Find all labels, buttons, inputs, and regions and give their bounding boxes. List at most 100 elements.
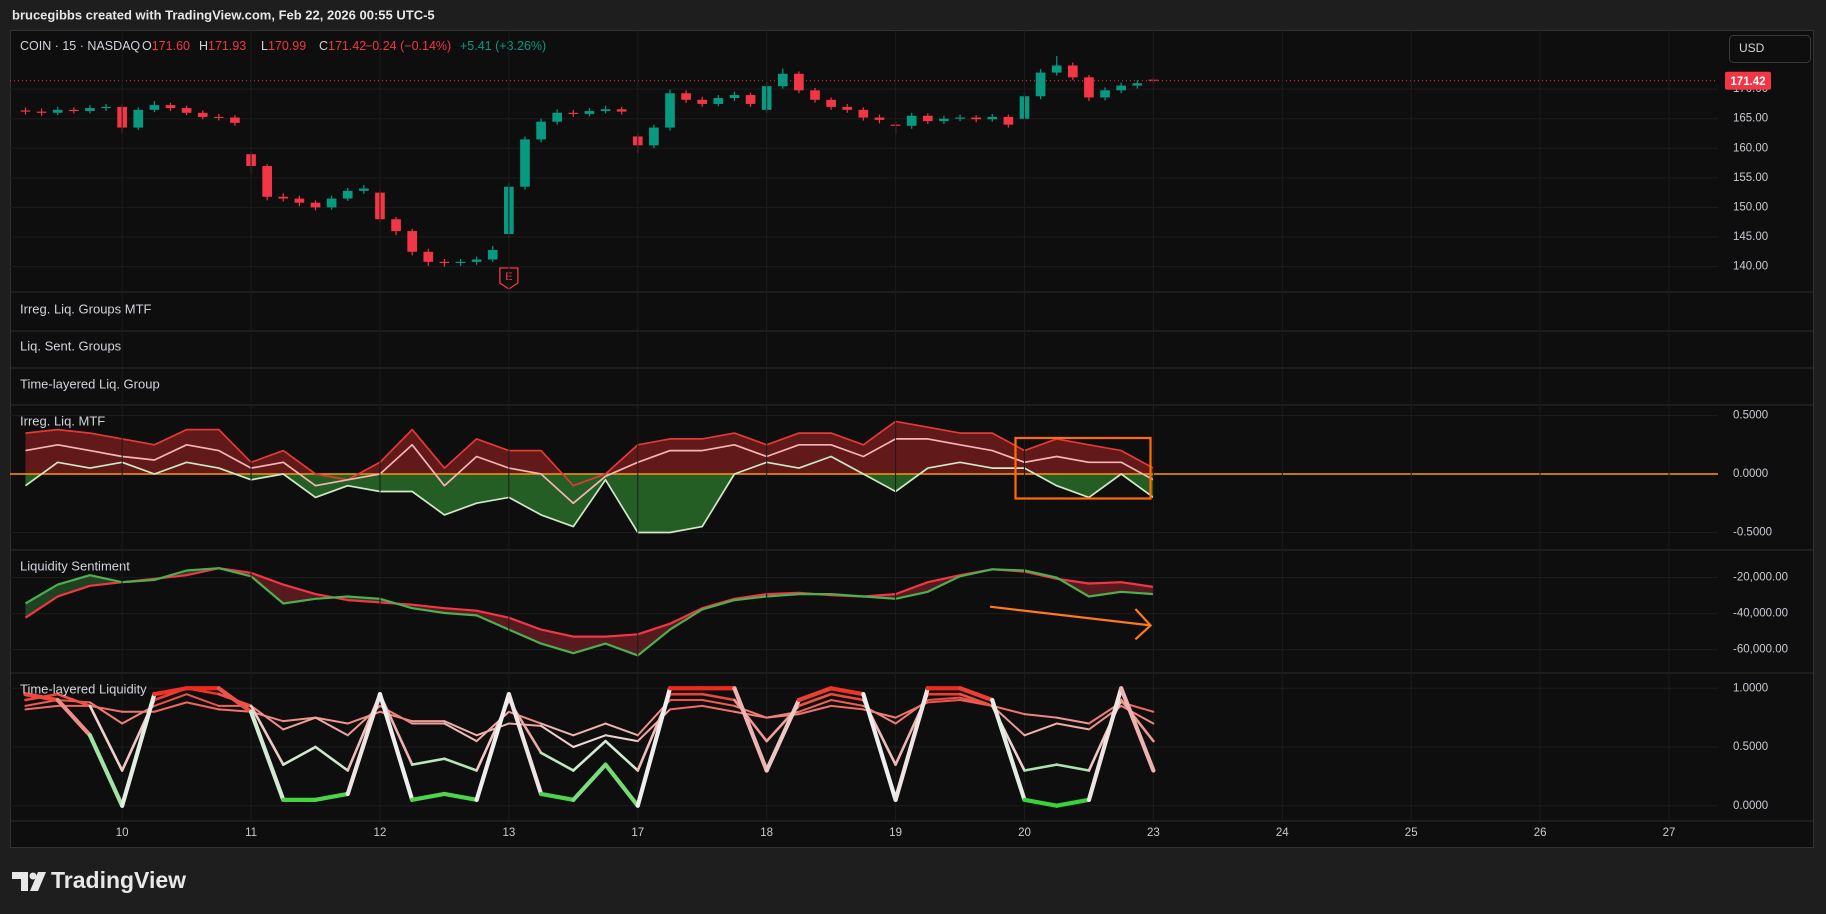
liquidity-segment — [153, 701, 188, 713]
liquidity-segment — [1055, 763, 1091, 772]
candle-body — [1051, 65, 1062, 73]
x-tick-label: 25 — [1405, 827, 1418, 839]
candle-body — [471, 259, 482, 262]
candle-body — [52, 109, 63, 113]
liquidity-segment — [635, 686, 673, 808]
indicator-line — [25, 438, 1154, 505]
y-tick-label: -20,000.00 — [1733, 572, 1788, 584]
candle-body — [326, 198, 337, 208]
sentiment-fill — [895, 582, 928, 599]
candle-body — [1132, 83, 1143, 86]
currency-label[interactable]: USD — [1739, 41, 1765, 55]
y-tick-label: 145.00 — [1733, 231, 1768, 243]
liquidity-segment — [797, 692, 833, 708]
candle-body — [922, 115, 933, 122]
liquidity-segment — [732, 686, 769, 773]
candle-body — [101, 106, 111, 109]
y-tick-label: -60,000.00 — [1733, 644, 1788, 656]
liquidity-segment — [185, 701, 220, 711]
liquidity-segment — [345, 692, 383, 797]
candle-body — [68, 109, 79, 112]
y-tick-label: 160.00 — [1733, 142, 1768, 154]
liquidity-segment — [474, 692, 511, 802]
sentiment-fill — [637, 623, 670, 656]
liquidity-segment — [281, 745, 317, 766]
candle-body — [713, 98, 724, 104]
legend-key: C — [319, 39, 328, 53]
candle-body — [971, 117, 981, 120]
legend-key: L — [261, 39, 268, 53]
legend-ext-change: +5.41 (+3.26%) — [460, 39, 546, 53]
candle-body — [777, 73, 788, 87]
liquidity-segment — [410, 757, 446, 766]
liquidity-segment — [88, 701, 124, 725]
liquidity-segment — [572, 722, 607, 737]
x-tick-label: 24 — [1276, 827, 1289, 839]
candle-body — [906, 115, 917, 126]
y-tick-label: 0.0000 — [1733, 800, 1768, 812]
candle-body — [278, 196, 289, 199]
candle-body — [729, 95, 740, 99]
candle-body — [826, 99, 836, 107]
liquidity-segment — [282, 716, 317, 723]
liquidity-segment — [571, 762, 608, 802]
liquidity-segment — [216, 686, 254, 714]
y-tick-label: 0.5000 — [1733, 410, 1768, 422]
pane-separators — [10, 291, 1814, 822]
candle-body — [455, 261, 466, 264]
x-tick-label: 26 — [1534, 827, 1547, 839]
liquidity-segment — [957, 686, 995, 703]
candle-body — [600, 109, 611, 112]
x-tick-label: 17 — [631, 827, 644, 839]
liquidity-segment — [926, 699, 962, 704]
area-fill — [25, 421, 1154, 474]
candle-body — [20, 110, 31, 112]
y-tick-label: -40,000.00 — [1733, 608, 1788, 620]
liquidity-segment — [87, 733, 125, 808]
liquidity-segment — [410, 791, 447, 802]
liquidity-segment — [701, 704, 736, 713]
liquidity-segment — [572, 734, 607, 748]
header-text: brucegibbs created with TradingView.com,… — [12, 7, 435, 22]
liquidity-segment — [540, 722, 575, 737]
user-drawings — [989, 436, 1153, 641]
liquidity-segment — [1022, 797, 1059, 808]
liquidity-segment — [443, 722, 478, 743]
pane-title: Time-layered Liquidity — [20, 681, 147, 696]
candle-body — [955, 117, 965, 119]
brand-logo: TradingView — [12, 867, 186, 893]
liquidity-segment — [701, 699, 736, 707]
sentiment-fill — [508, 617, 542, 644]
candle-body — [342, 190, 353, 199]
y-tick-label: 140.00 — [1733, 261, 1768, 273]
indicator-line — [25, 455, 1154, 534]
liquidity-segment — [56, 692, 92, 708]
liquidity-segment — [443, 757, 478, 772]
pane-title: Time-layered Liq. Group — [20, 376, 160, 391]
x-tick-label: 13 — [502, 827, 515, 839]
liquidity-segment — [153, 693, 188, 707]
drawn-arrow-head — [1134, 608, 1153, 641]
liquidity-segment — [700, 692, 736, 702]
candle-body — [407, 231, 418, 252]
y-tick-label: 0.5000 — [1733, 741, 1768, 753]
candle-body — [552, 112, 563, 122]
liquidity-segment — [88, 704, 124, 772]
last-price-label: 171.42 — [1730, 76, 1765, 88]
liquidity-segment — [314, 716, 349, 725]
liquidity-segment — [538, 791, 576, 802]
candle-body — [149, 105, 160, 110]
liquidity-segment — [23, 692, 60, 703]
liquidity-segment — [604, 734, 639, 743]
candle-body — [987, 116, 998, 120]
candle-body — [262, 166, 273, 197]
candle-body — [1100, 90, 1110, 98]
x-tick-label: 19 — [889, 827, 902, 839]
logo-icon — [12, 872, 28, 891]
indicator-line — [25, 420, 1154, 487]
liquidity-segment — [958, 692, 994, 708]
pane-title: Irreg. Liq. MTF — [20, 413, 105, 428]
liquidity-segment — [185, 693, 220, 707]
candle-body — [423, 251, 434, 262]
currency-button[interactable] — [1729, 35, 1811, 63]
